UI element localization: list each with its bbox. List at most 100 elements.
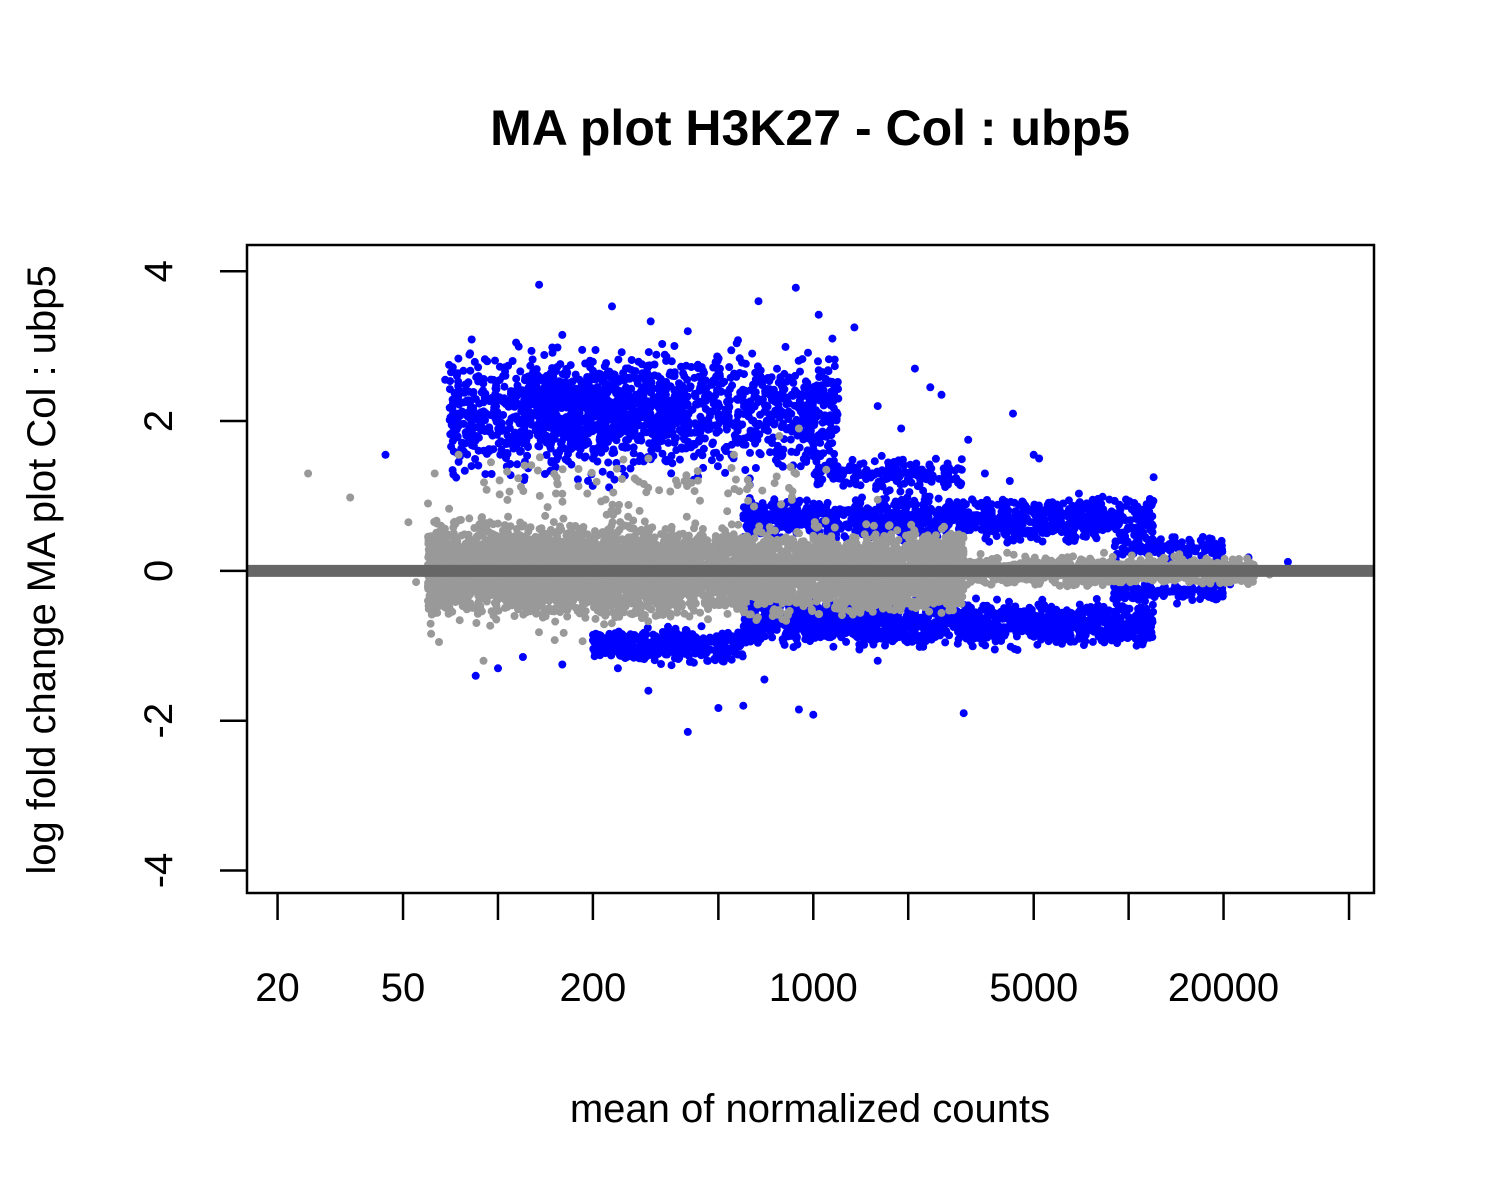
data-point xyxy=(910,496,919,505)
data-point xyxy=(1022,528,1031,537)
data-point xyxy=(638,360,646,369)
data-point xyxy=(941,638,950,647)
data-point xyxy=(696,637,705,646)
data-point xyxy=(593,457,602,466)
data-point xyxy=(703,656,712,665)
data-point xyxy=(609,445,618,454)
data-point xyxy=(727,346,736,355)
data-point xyxy=(491,356,499,365)
data-point xyxy=(924,467,933,476)
data-point xyxy=(796,462,805,471)
data-point xyxy=(509,444,518,453)
data-point xyxy=(1134,614,1143,622)
data-point xyxy=(870,457,879,466)
data-point xyxy=(466,349,475,358)
data-point xyxy=(486,375,495,384)
data-point xyxy=(825,446,834,455)
data-point xyxy=(471,423,480,432)
data-point xyxy=(695,429,704,438)
data-point xyxy=(586,397,595,406)
data-point xyxy=(662,356,671,365)
data-point xyxy=(748,632,757,641)
data-point xyxy=(638,630,647,638)
data-point xyxy=(714,354,723,363)
data-point xyxy=(968,642,977,651)
data-point xyxy=(857,621,866,630)
data-point xyxy=(1050,513,1059,522)
data-point xyxy=(931,454,940,463)
data-point xyxy=(735,409,744,418)
data-point xyxy=(712,448,721,457)
data-point xyxy=(758,499,767,508)
data-point xyxy=(1059,510,1068,519)
data-point xyxy=(512,412,521,421)
data-point xyxy=(755,449,764,457)
data-point xyxy=(815,617,824,626)
data-point xyxy=(1006,642,1015,651)
data-point xyxy=(738,388,747,397)
data-point xyxy=(986,609,995,618)
data-point xyxy=(1144,506,1153,515)
data-point xyxy=(786,515,794,524)
data-point xyxy=(998,630,1007,639)
data-point xyxy=(553,363,562,371)
data-point xyxy=(620,646,629,655)
data-point xyxy=(769,385,778,394)
data-point xyxy=(882,487,891,496)
data-point xyxy=(662,385,670,394)
data-point xyxy=(765,510,774,519)
data-point xyxy=(734,336,742,345)
data-point xyxy=(829,473,838,482)
data-point xyxy=(1023,514,1031,523)
data-point xyxy=(943,459,952,468)
data-point xyxy=(717,387,726,396)
data-point xyxy=(892,506,901,515)
data-point xyxy=(504,361,513,370)
data-point xyxy=(1094,615,1103,624)
data-point xyxy=(754,398,763,407)
data-point xyxy=(733,426,742,435)
data-point xyxy=(1143,610,1152,619)
data-point xyxy=(1125,497,1134,506)
data-point xyxy=(806,637,814,646)
data-point xyxy=(1023,622,1032,631)
data-point xyxy=(1143,521,1152,530)
data-point xyxy=(715,372,724,381)
data-point xyxy=(1090,526,1099,535)
data-point xyxy=(794,356,803,365)
data-point xyxy=(684,638,693,647)
data-point xyxy=(1063,621,1072,630)
data-point xyxy=(1192,544,1201,553)
data-point xyxy=(467,335,476,344)
data-point xyxy=(853,465,862,474)
data-point xyxy=(1047,634,1056,642)
data-point xyxy=(735,369,744,377)
data-point xyxy=(633,416,642,425)
data-point xyxy=(751,439,760,448)
data-point xyxy=(670,342,679,350)
data-point xyxy=(696,399,705,408)
data-point xyxy=(990,645,999,654)
data-point xyxy=(880,620,889,628)
data-point xyxy=(826,622,834,630)
data-point xyxy=(470,408,479,417)
data-point xyxy=(1011,510,1020,519)
data-point xyxy=(890,635,899,644)
data-point xyxy=(982,616,991,625)
data-point xyxy=(941,627,949,636)
data-point xyxy=(485,447,494,456)
data-point xyxy=(505,424,514,433)
data-point xyxy=(628,643,637,652)
data-point xyxy=(812,406,820,415)
data-point xyxy=(986,505,995,514)
data-point xyxy=(514,342,523,351)
data-point xyxy=(1132,505,1141,514)
chart-title: MA plot H3K27 - Col : ubp5 xyxy=(490,100,1130,156)
data-point xyxy=(878,466,887,475)
data-point xyxy=(746,448,754,457)
data-point xyxy=(497,445,506,454)
data-point xyxy=(892,472,901,481)
data-point xyxy=(852,509,861,518)
data-point xyxy=(788,391,797,400)
data-point xyxy=(594,399,603,408)
